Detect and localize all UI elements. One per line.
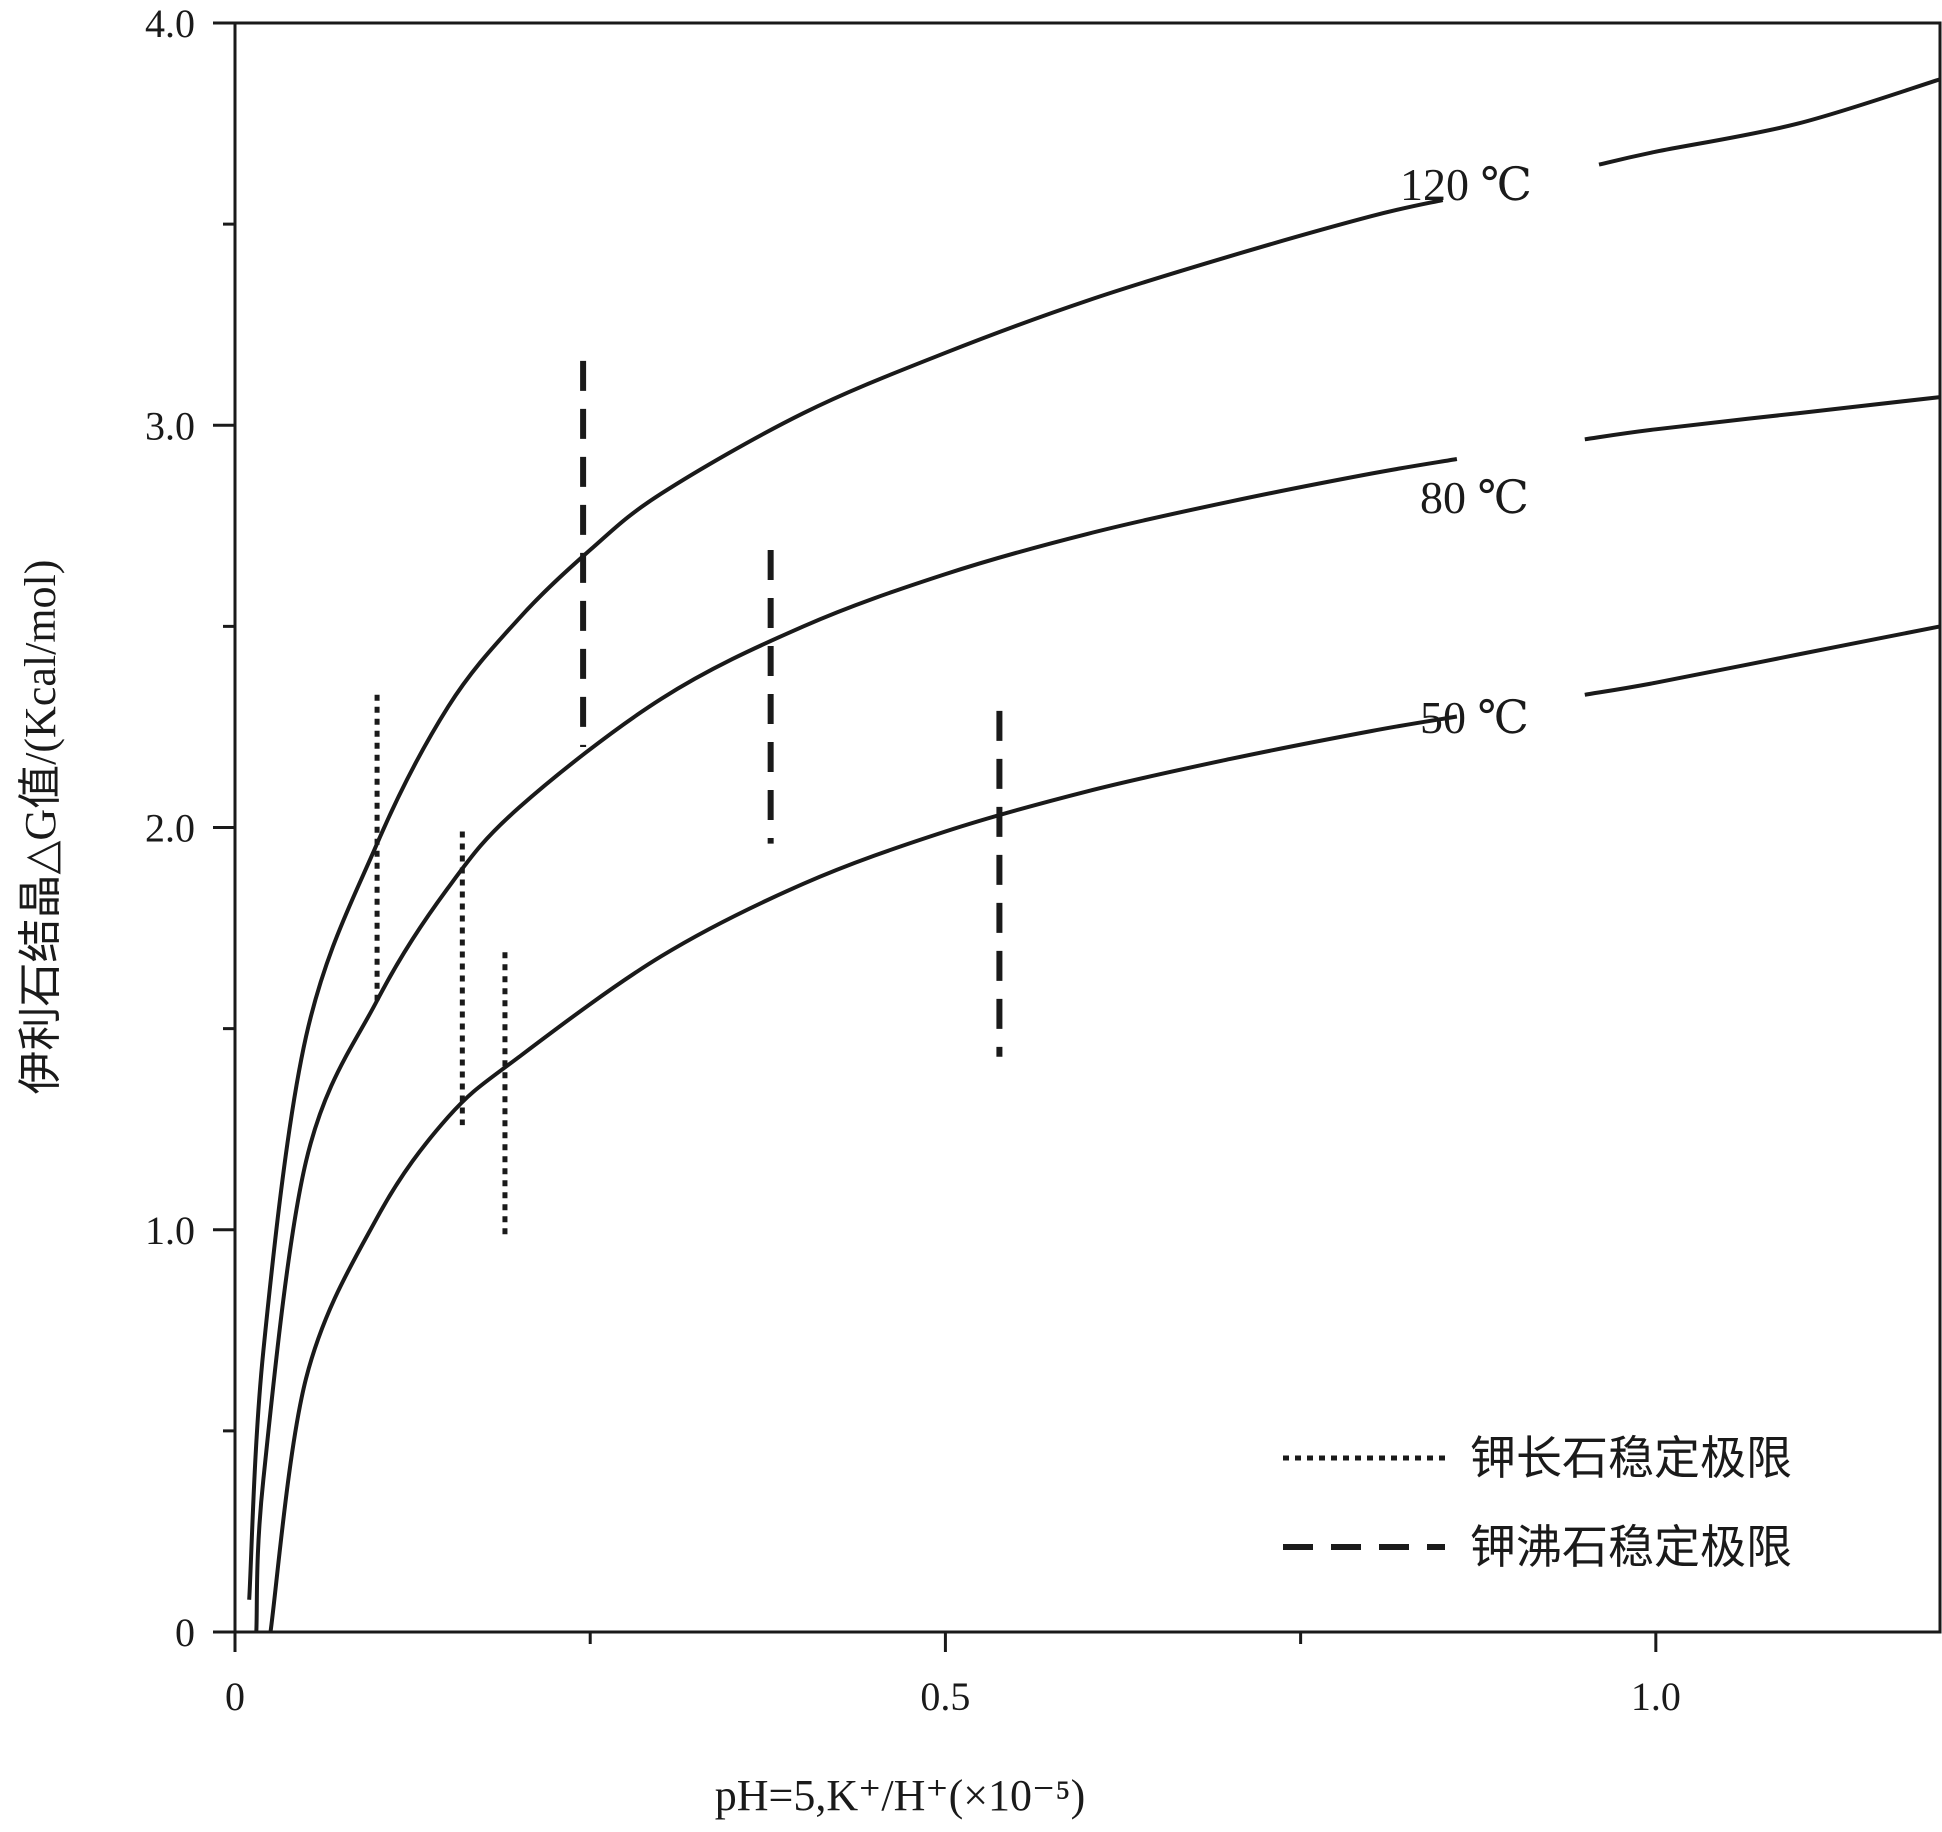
legend-entry-label-1: 钾长石稳定极限: [1470, 1431, 1792, 1485]
y-tick-label-8: 4.0: [145, 1, 195, 46]
legend: 钾长石稳定极限 钾沸石稳定极限: [1283, 1431, 1792, 1574]
legend-entry-label-2: 钾沸石稳定极限: [1470, 1520, 1792, 1574]
curve-2-segment-a: [254, 457, 1458, 1633]
curve-2-segment-b: [1584, 395, 1941, 442]
y-tick-label-0: 0: [175, 1610, 195, 1655]
plot-layer: 120 ℃ 80 ℃ 50 ℃: [247, 77, 1941, 1633]
x-tick-label-2: 0.5: [920, 1674, 970, 1719]
axes-layer: [233, 21, 1942, 1634]
curve-1-segment-a: [247, 198, 1444, 1600]
curve-3-segment-b: [1584, 624, 1941, 697]
x-axis-label: pH=5,K⁺/H⁺(×10⁻⁵): [715, 1771, 1086, 1820]
curve-1-segment-b: [1598, 77, 1941, 167]
ticks-layer: 0 1.0 2.0 3.0 4.0 0 0.5 1.0: [145, 1, 1681, 1719]
y-tick-label-2: 1.0: [145, 1208, 195, 1253]
x-tick-label-0: 0: [225, 1674, 245, 1719]
y-tick-label-6: 3.0: [145, 403, 195, 448]
x-tick-label-4: 1.0: [1631, 1674, 1681, 1719]
curve-label-2: 80 ℃: [1420, 472, 1529, 523]
curve-label-1: 120 ℃: [1400, 159, 1532, 210]
labels-layer: pH=5,K⁺/H⁺(×10⁻⁵) 伊利石结晶△G值/(Kcal/mol): [16, 560, 1085, 1820]
y-tick-label-4: 2.0: [145, 806, 195, 851]
plot-frame: [233, 21, 1942, 1634]
curve-label-3: 50 ℃: [1420, 692, 1529, 743]
y-axis-label: 伊利石结晶△G值/(Kcal/mol): [16, 560, 65, 1095]
curve-3-segment-a: [268, 714, 1458, 1633]
